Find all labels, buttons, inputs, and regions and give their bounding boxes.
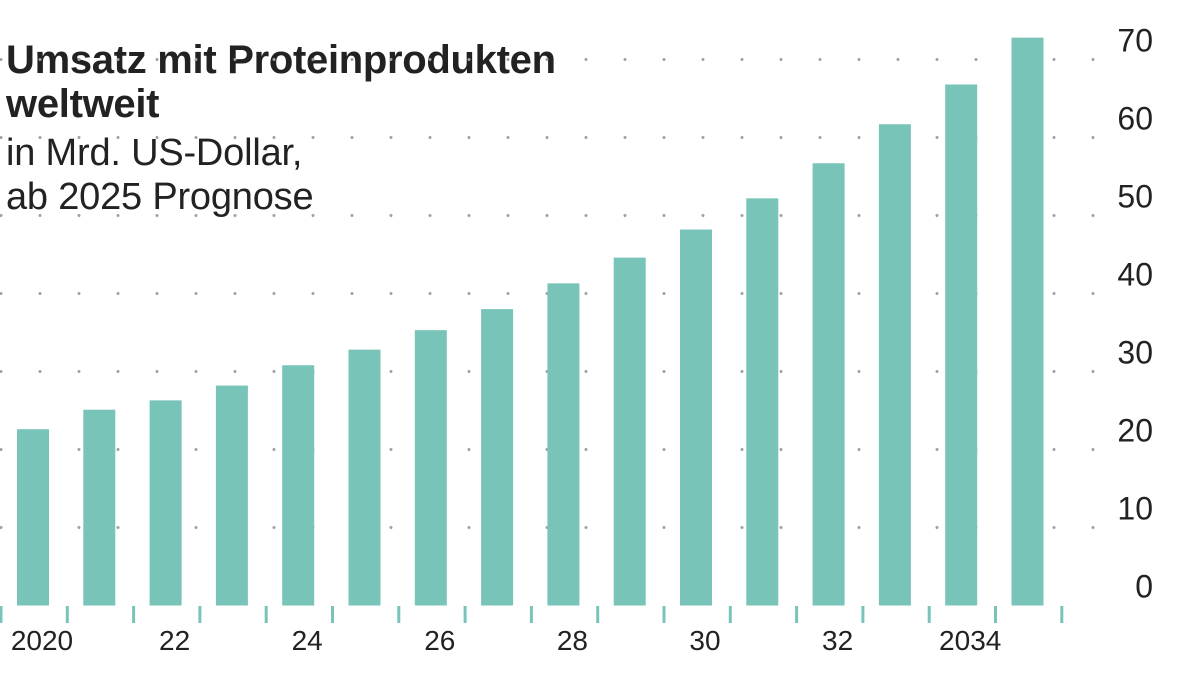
- chart-title-line-2: weltweit: [6, 82, 160, 126]
- bar-2026: [414, 330, 447, 606]
- bars: [17, 37, 1044, 606]
- bar-2027: [481, 309, 514, 606]
- y-tick-label: 70: [1117, 23, 1153, 59]
- y-tick-label: 20: [1117, 413, 1153, 449]
- x-tick-label: 2020: [11, 625, 73, 656]
- chart-subtitle: in Mrd. US-Dollar, ab 2025 Prognose: [6, 131, 314, 219]
- bar-2022: [149, 400, 182, 606]
- x-tick-label: 28: [557, 625, 588, 656]
- x-tick-label: 30: [689, 625, 720, 656]
- x-axis: 2020 22 24 26 28 30 32 2034: [0, 606, 1064, 656]
- bar-2032: [812, 163, 845, 606]
- bar-2033: [878, 124, 911, 606]
- bar-2020: [17, 429, 49, 606]
- x-tick-label: 2034: [939, 625, 1001, 656]
- y-tick-label: 30: [1117, 335, 1153, 371]
- bar-2028: [547, 283, 580, 606]
- chart-title: Umsatz mit Proteinprodukten weltweit: [6, 38, 556, 126]
- y-tick-label: 50: [1117, 179, 1153, 215]
- y-tick-label: 40: [1117, 257, 1153, 293]
- bar-2035: [1011, 37, 1044, 606]
- y-tick-label: 0: [1135, 569, 1153, 605]
- x-tick-label: 32: [822, 625, 853, 656]
- chart-title-line-1: Umsatz mit Proteinprodukten: [6, 38, 556, 82]
- bar-2034: [945, 84, 978, 606]
- bar-2025: [348, 349, 381, 606]
- x-tick-label: 26: [424, 625, 455, 656]
- y-axis: 0 10 20 30 40 50 60 70: [1117, 23, 1153, 605]
- x-tick-label: 22: [159, 625, 190, 656]
- bar-2023: [215, 385, 248, 606]
- bar-2030: [680, 229, 712, 606]
- y-tick-label: 10: [1117, 491, 1153, 527]
- x-tick-label: 24: [292, 625, 323, 656]
- bar-2021: [83, 409, 116, 606]
- bar-2024: [282, 365, 315, 606]
- y-tick-label: 60: [1117, 101, 1153, 137]
- chart-subtitle-line-2: ab 2025 Prognose: [6, 176, 314, 218]
- chart-subtitle-line-1: in Mrd. US-Dollar,: [6, 132, 303, 174]
- bar-2029: [613, 257, 646, 606]
- bar-2031: [746, 198, 779, 606]
